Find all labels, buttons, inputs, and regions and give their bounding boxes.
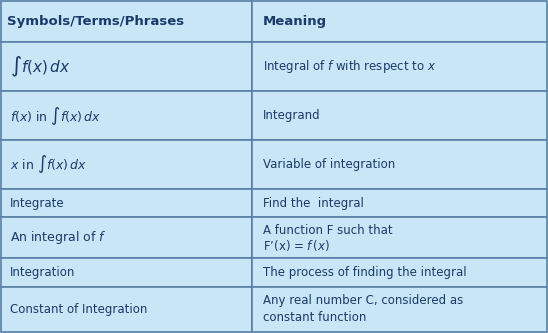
Text: A function F such that: A function F such that bbox=[263, 223, 393, 237]
FancyBboxPatch shape bbox=[2, 217, 252, 258]
FancyBboxPatch shape bbox=[2, 287, 252, 332]
Text: $f(x)$ in $\int f(x)\, dx$: $f(x)$ in $\int f(x)\, dx$ bbox=[9, 105, 101, 127]
Text: Meaning: Meaning bbox=[263, 15, 327, 28]
FancyBboxPatch shape bbox=[252, 91, 546, 140]
Text: Constant of Integration: Constant of Integration bbox=[9, 303, 147, 316]
FancyBboxPatch shape bbox=[2, 1, 252, 42]
FancyBboxPatch shape bbox=[2, 140, 252, 189]
Text: Integrate: Integrate bbox=[9, 197, 64, 210]
Text: Symbols/Terms/Phrases: Symbols/Terms/Phrases bbox=[7, 15, 184, 28]
Text: An integral of $f$: An integral of $f$ bbox=[9, 229, 106, 246]
FancyBboxPatch shape bbox=[2, 91, 252, 140]
FancyBboxPatch shape bbox=[252, 42, 546, 91]
FancyBboxPatch shape bbox=[252, 287, 546, 332]
FancyBboxPatch shape bbox=[252, 140, 546, 189]
Text: Integration: Integration bbox=[9, 266, 75, 279]
FancyBboxPatch shape bbox=[252, 258, 546, 287]
Text: Any real number C, considered as: Any real number C, considered as bbox=[263, 294, 464, 307]
FancyBboxPatch shape bbox=[252, 189, 546, 217]
Text: F’(x) = $f\,(x)$: F’(x) = $f\,(x)$ bbox=[263, 238, 330, 253]
Text: $\int f(x)\, dx$: $\int f(x)\, dx$ bbox=[9, 55, 70, 79]
Text: The process of finding the integral: The process of finding the integral bbox=[263, 266, 467, 279]
Text: Integrand: Integrand bbox=[263, 109, 321, 122]
FancyBboxPatch shape bbox=[2, 189, 252, 217]
Text: Integral of $f$ with respect to $x$: Integral of $f$ with respect to $x$ bbox=[263, 58, 436, 75]
FancyBboxPatch shape bbox=[252, 217, 546, 258]
FancyBboxPatch shape bbox=[252, 1, 546, 42]
Text: Find the  integral: Find the integral bbox=[263, 197, 364, 210]
FancyBboxPatch shape bbox=[2, 42, 252, 91]
FancyBboxPatch shape bbox=[2, 258, 252, 287]
Text: Variable of integration: Variable of integration bbox=[263, 158, 395, 171]
Text: constant function: constant function bbox=[263, 311, 367, 324]
Text: $x$ in $\int f(x)\, dx$: $x$ in $\int f(x)\, dx$ bbox=[9, 154, 87, 175]
